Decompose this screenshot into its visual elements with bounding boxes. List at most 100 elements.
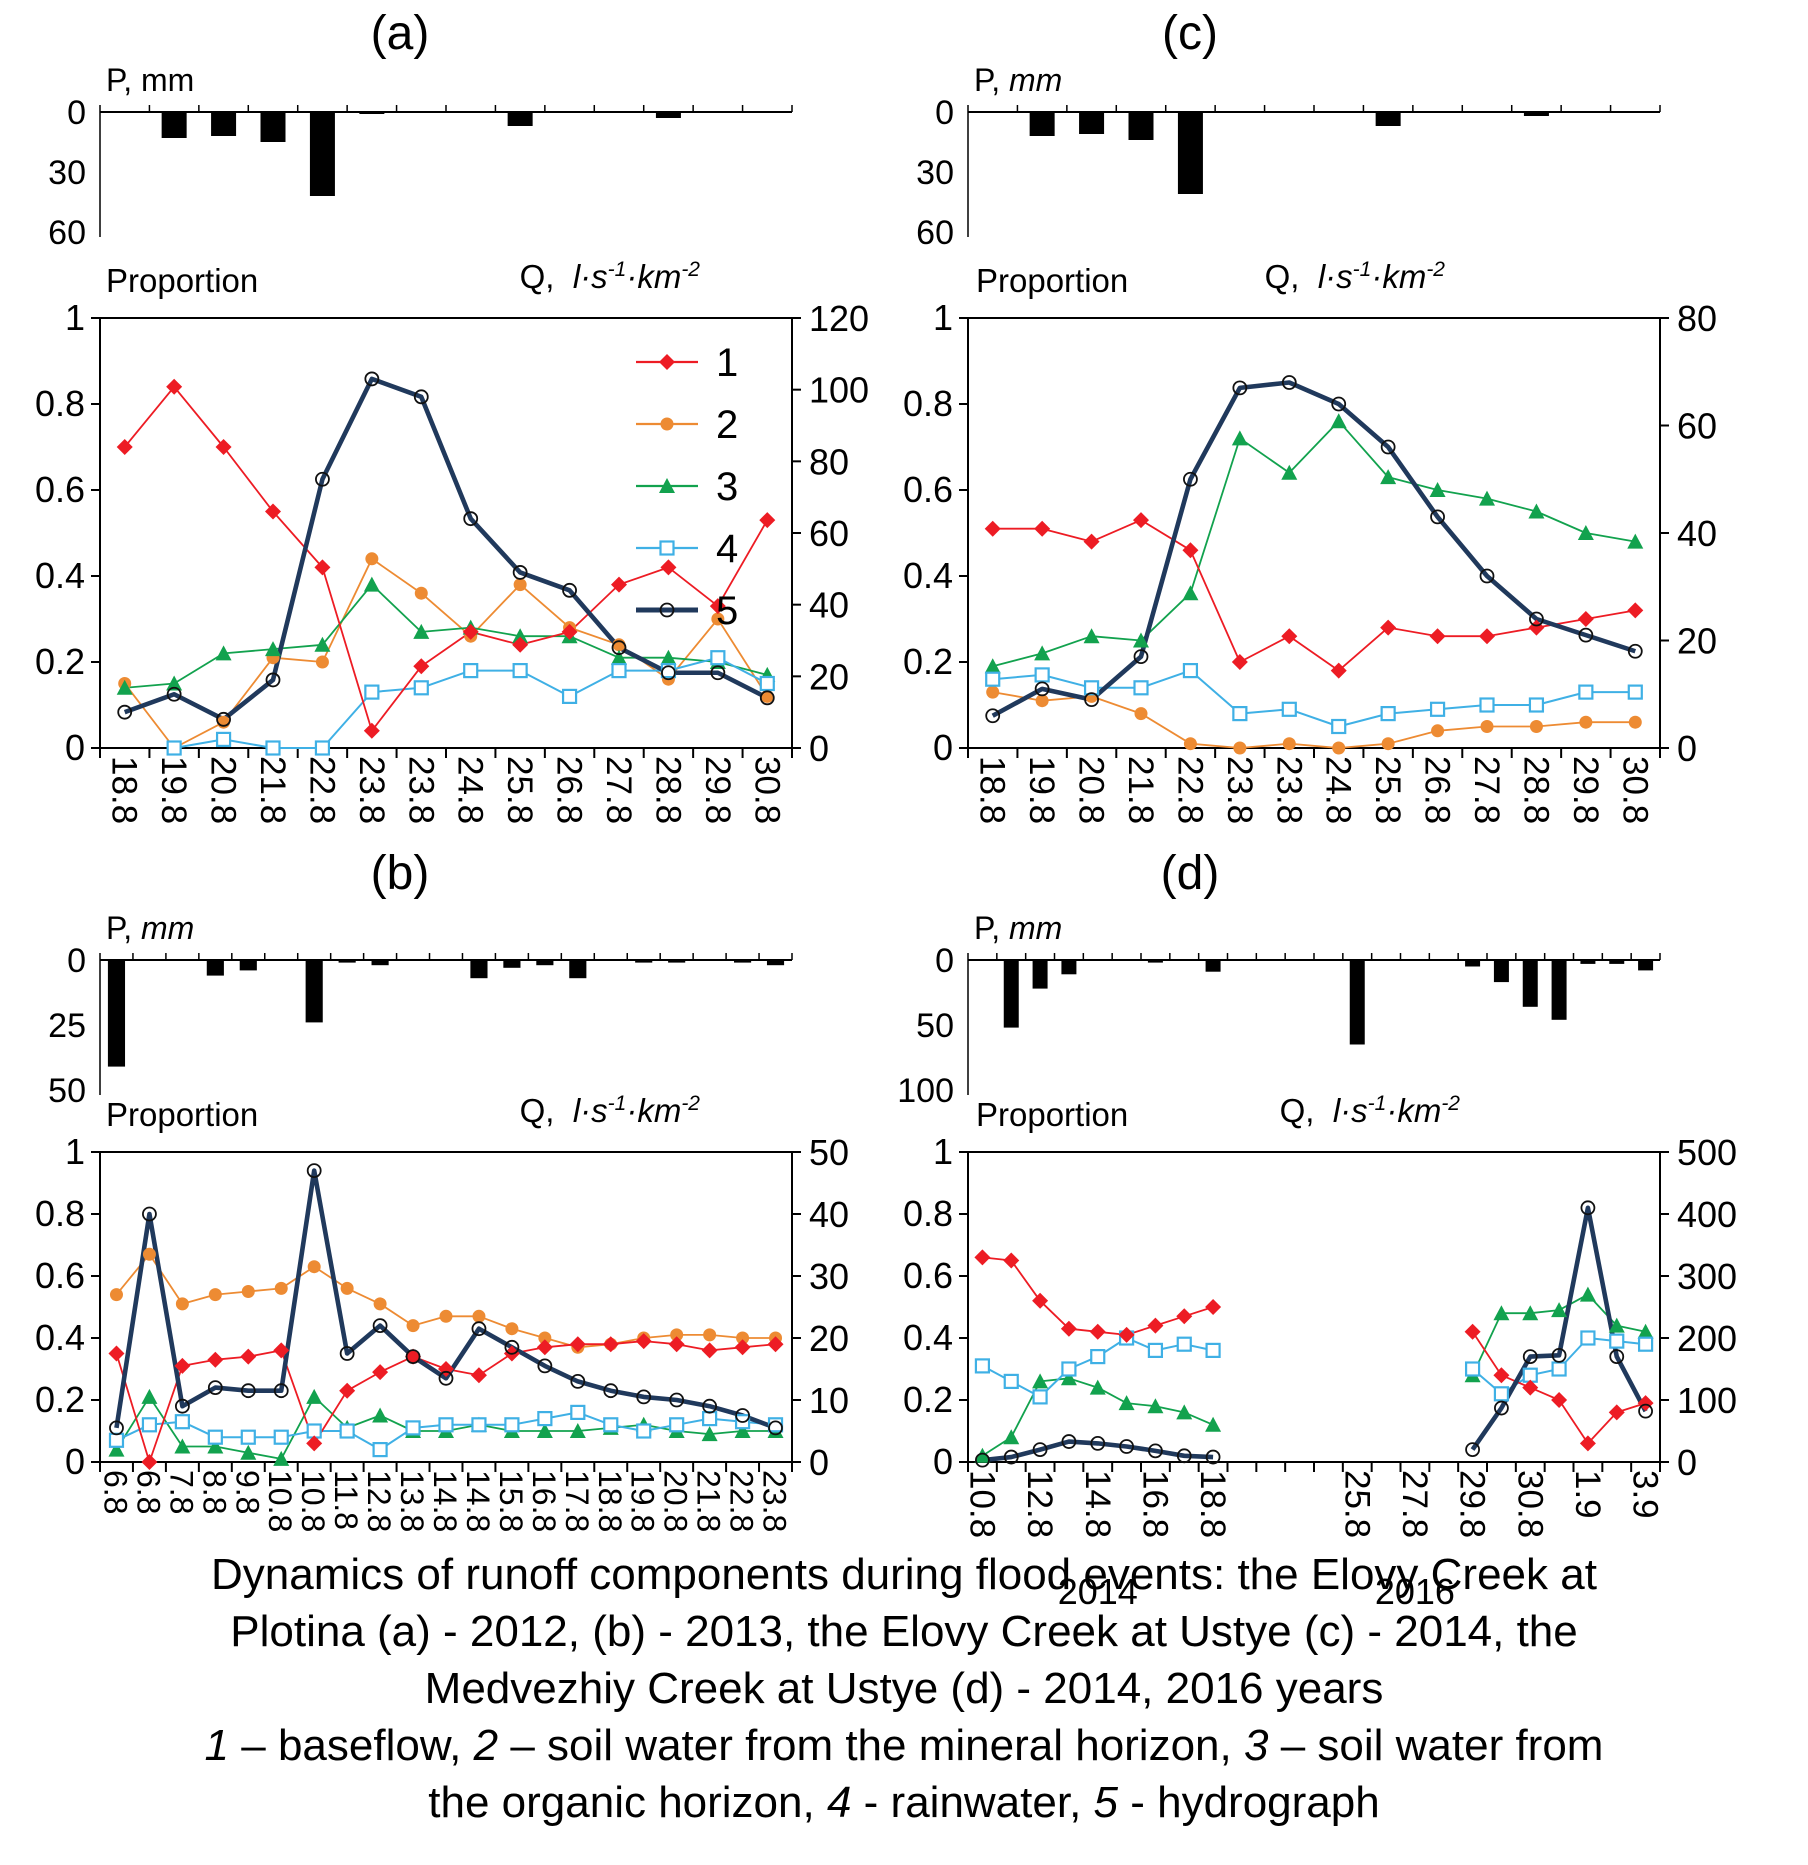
panel-c-q-axis-label: Q, l·s-1·km-2 xyxy=(1264,258,1445,295)
svg-text:100: 100 xyxy=(809,370,869,411)
svg-text:23.8: 23.8 xyxy=(1269,756,1308,824)
svg-text:50: 50 xyxy=(48,1072,86,1110)
svg-text:25.8: 25.8 xyxy=(500,756,539,824)
panel-a-proportion-axis-label: Proportion xyxy=(106,262,259,299)
panel-c-markers-rainwater xyxy=(985,662,1643,735)
svg-text:19.8: 19.8 xyxy=(625,1470,661,1532)
svg-text:9.8: 9.8 xyxy=(229,1470,265,1514)
svg-text:29.8: 29.8 xyxy=(1453,1470,1492,1538)
panel-d-series-baseflow xyxy=(982,1256,1646,1445)
svg-text:60: 60 xyxy=(916,214,954,252)
svg-text:25: 25 xyxy=(48,1007,86,1045)
svg-text:21.8: 21.8 xyxy=(253,756,292,824)
legend: 1 2 3 4 5 xyxy=(636,341,738,633)
svg-text:40: 40 xyxy=(1677,513,1717,554)
panel-c-title: (c) xyxy=(1162,7,1218,60)
svg-text:26.8: 26.8 xyxy=(550,756,589,824)
svg-text:1: 1 xyxy=(65,1131,85,1172)
svg-text:500: 500 xyxy=(1677,1132,1737,1173)
panel-d-q-axis-label: Q, l·s-1·km-2 xyxy=(1279,1092,1460,1129)
panel-d-markers-baseflow xyxy=(974,1249,1654,1452)
panel-c-main-chart: 1 0.8 0.6 0.4 0.2 0 0 20 40 60 80 18.8 19.8 20.8 21.8 2… xyxy=(903,297,1717,824)
svg-text:29.8: 29.8 xyxy=(698,756,737,824)
svg-text:0: 0 xyxy=(935,94,954,132)
svg-text:0: 0 xyxy=(1677,1442,1697,1483)
svg-text:0.6: 0.6 xyxy=(35,469,85,510)
panel-d-markers-hydrograph xyxy=(975,1200,1653,1468)
caption-segment: 4 xyxy=(826,1778,852,1827)
panel-a-markers-hydrograph xyxy=(117,371,775,727)
panel-d-precip-chart: 0 50 100 xyxy=(897,942,1661,1110)
panel-b-precip-chart: 0 25 50 xyxy=(48,942,793,1110)
svg-text:1: 1 xyxy=(65,297,85,338)
svg-text:0.4: 0.4 xyxy=(903,555,953,596)
svg-text:16.8: 16.8 xyxy=(1135,1470,1174,1538)
svg-text:120: 120 xyxy=(809,298,869,339)
panel-c-markers-baseflow xyxy=(984,512,1644,679)
panel-c-markers-soil_organic xyxy=(984,413,1644,674)
svg-text:20: 20 xyxy=(809,656,849,697)
svg-text:0: 0 xyxy=(809,1442,829,1483)
caption-segment: the organic horizon, xyxy=(428,1778,827,1827)
svg-text:11.8: 11.8 xyxy=(328,1470,364,1530)
svg-text:24.8: 24.8 xyxy=(1319,756,1358,824)
svg-text:2014: 2014 xyxy=(1058,1571,1138,1612)
panel-a-precip-bars xyxy=(161,112,681,196)
svg-text:20.8: 20.8 xyxy=(204,756,243,824)
svg-text:10: 10 xyxy=(809,1380,849,1421)
panel-c-precip-chart: 0 30 60 xyxy=(916,94,1661,252)
panel-a-precip-chart: 0 30 60 xyxy=(48,94,793,252)
panel-d-x-axis-labels: 10.8 12.8 14.8 16.8 18.8 25.8 27.8 29.8 30.8 1.9 3… xyxy=(962,1470,1664,1538)
svg-text:0: 0 xyxy=(809,728,829,769)
svg-text:60: 60 xyxy=(1677,406,1717,447)
svg-text:0: 0 xyxy=(65,727,85,768)
svg-text:0.6: 0.6 xyxy=(903,1255,953,1296)
svg-text:27.8: 27.8 xyxy=(599,756,638,824)
svg-text:0: 0 xyxy=(67,94,86,132)
svg-text:27.8: 27.8 xyxy=(1395,1470,1434,1538)
svg-text:0.4: 0.4 xyxy=(35,1317,85,1358)
svg-text:1: 1 xyxy=(933,1131,953,1172)
svg-text:20.8: 20.8 xyxy=(1072,756,1111,824)
panel-b-proportion-axis-label: Proportion xyxy=(106,1096,259,1133)
svg-text:30: 30 xyxy=(916,154,954,192)
svg-text:2: 2 xyxy=(716,403,738,447)
caption-line-3: Medvezhiy Creek at Ustye (d) - 2014, 201… xyxy=(424,1664,1384,1713)
svg-text:22.8: 22.8 xyxy=(302,756,341,824)
svg-text:300: 300 xyxy=(1677,1256,1737,1297)
svg-text:50: 50 xyxy=(809,1132,849,1173)
svg-text:18.8: 18.8 xyxy=(592,1470,628,1532)
svg-text:4: 4 xyxy=(716,527,738,571)
svg-text:2016: 2016 xyxy=(1375,1571,1455,1612)
panel-c-proportion-axis-label: Proportion xyxy=(976,262,1129,299)
caption-segment: 5 xyxy=(1093,1778,1119,1827)
svg-text:0.4: 0.4 xyxy=(35,555,85,596)
panel-d-markers-rainwater xyxy=(974,1330,1654,1405)
panel-a-markers-soil_mineral xyxy=(118,552,774,755)
panel-b-series-hydrograph xyxy=(114,1168,777,1431)
svg-text:10.8: 10.8 xyxy=(962,1470,1001,1538)
svg-text:10.8: 10.8 xyxy=(262,1470,298,1532)
svg-text:0.2: 0.2 xyxy=(35,1379,85,1420)
svg-text:19.8: 19.8 xyxy=(154,756,193,824)
panel-b-title: (b) xyxy=(370,847,430,900)
svg-text:40: 40 xyxy=(809,1194,849,1235)
svg-text:0.2: 0.2 xyxy=(35,641,85,682)
svg-text:30: 30 xyxy=(809,1256,849,1297)
svg-text:20.8: 20.8 xyxy=(658,1470,694,1532)
caption-line-1: Dynamics of runoff components during flo… xyxy=(211,1550,1597,1599)
svg-text:0.2: 0.2 xyxy=(903,641,953,682)
panel-d-precip-axis-label: P, mm xyxy=(974,910,1063,946)
caption-segment: 3 xyxy=(1243,1721,1269,1770)
svg-text:30.8: 30.8 xyxy=(1615,756,1654,824)
panel-a-markers-soil_organic xyxy=(116,576,776,695)
svg-text:30.8: 30.8 xyxy=(1510,1470,1549,1538)
svg-text:0.8: 0.8 xyxy=(35,383,85,424)
panel-a-main-chart: 1 0.8 0.6 0.4 0.2 0 0 20 40 60 80 100 120 18.8 19.8 20.… xyxy=(35,297,869,824)
svg-text:18.8: 18.8 xyxy=(105,756,144,824)
svg-text:23.8: 23.8 xyxy=(757,1470,793,1532)
panel-d-series-hydrograph xyxy=(982,1205,1648,1463)
svg-text:13.8: 13.8 xyxy=(394,1470,430,1532)
